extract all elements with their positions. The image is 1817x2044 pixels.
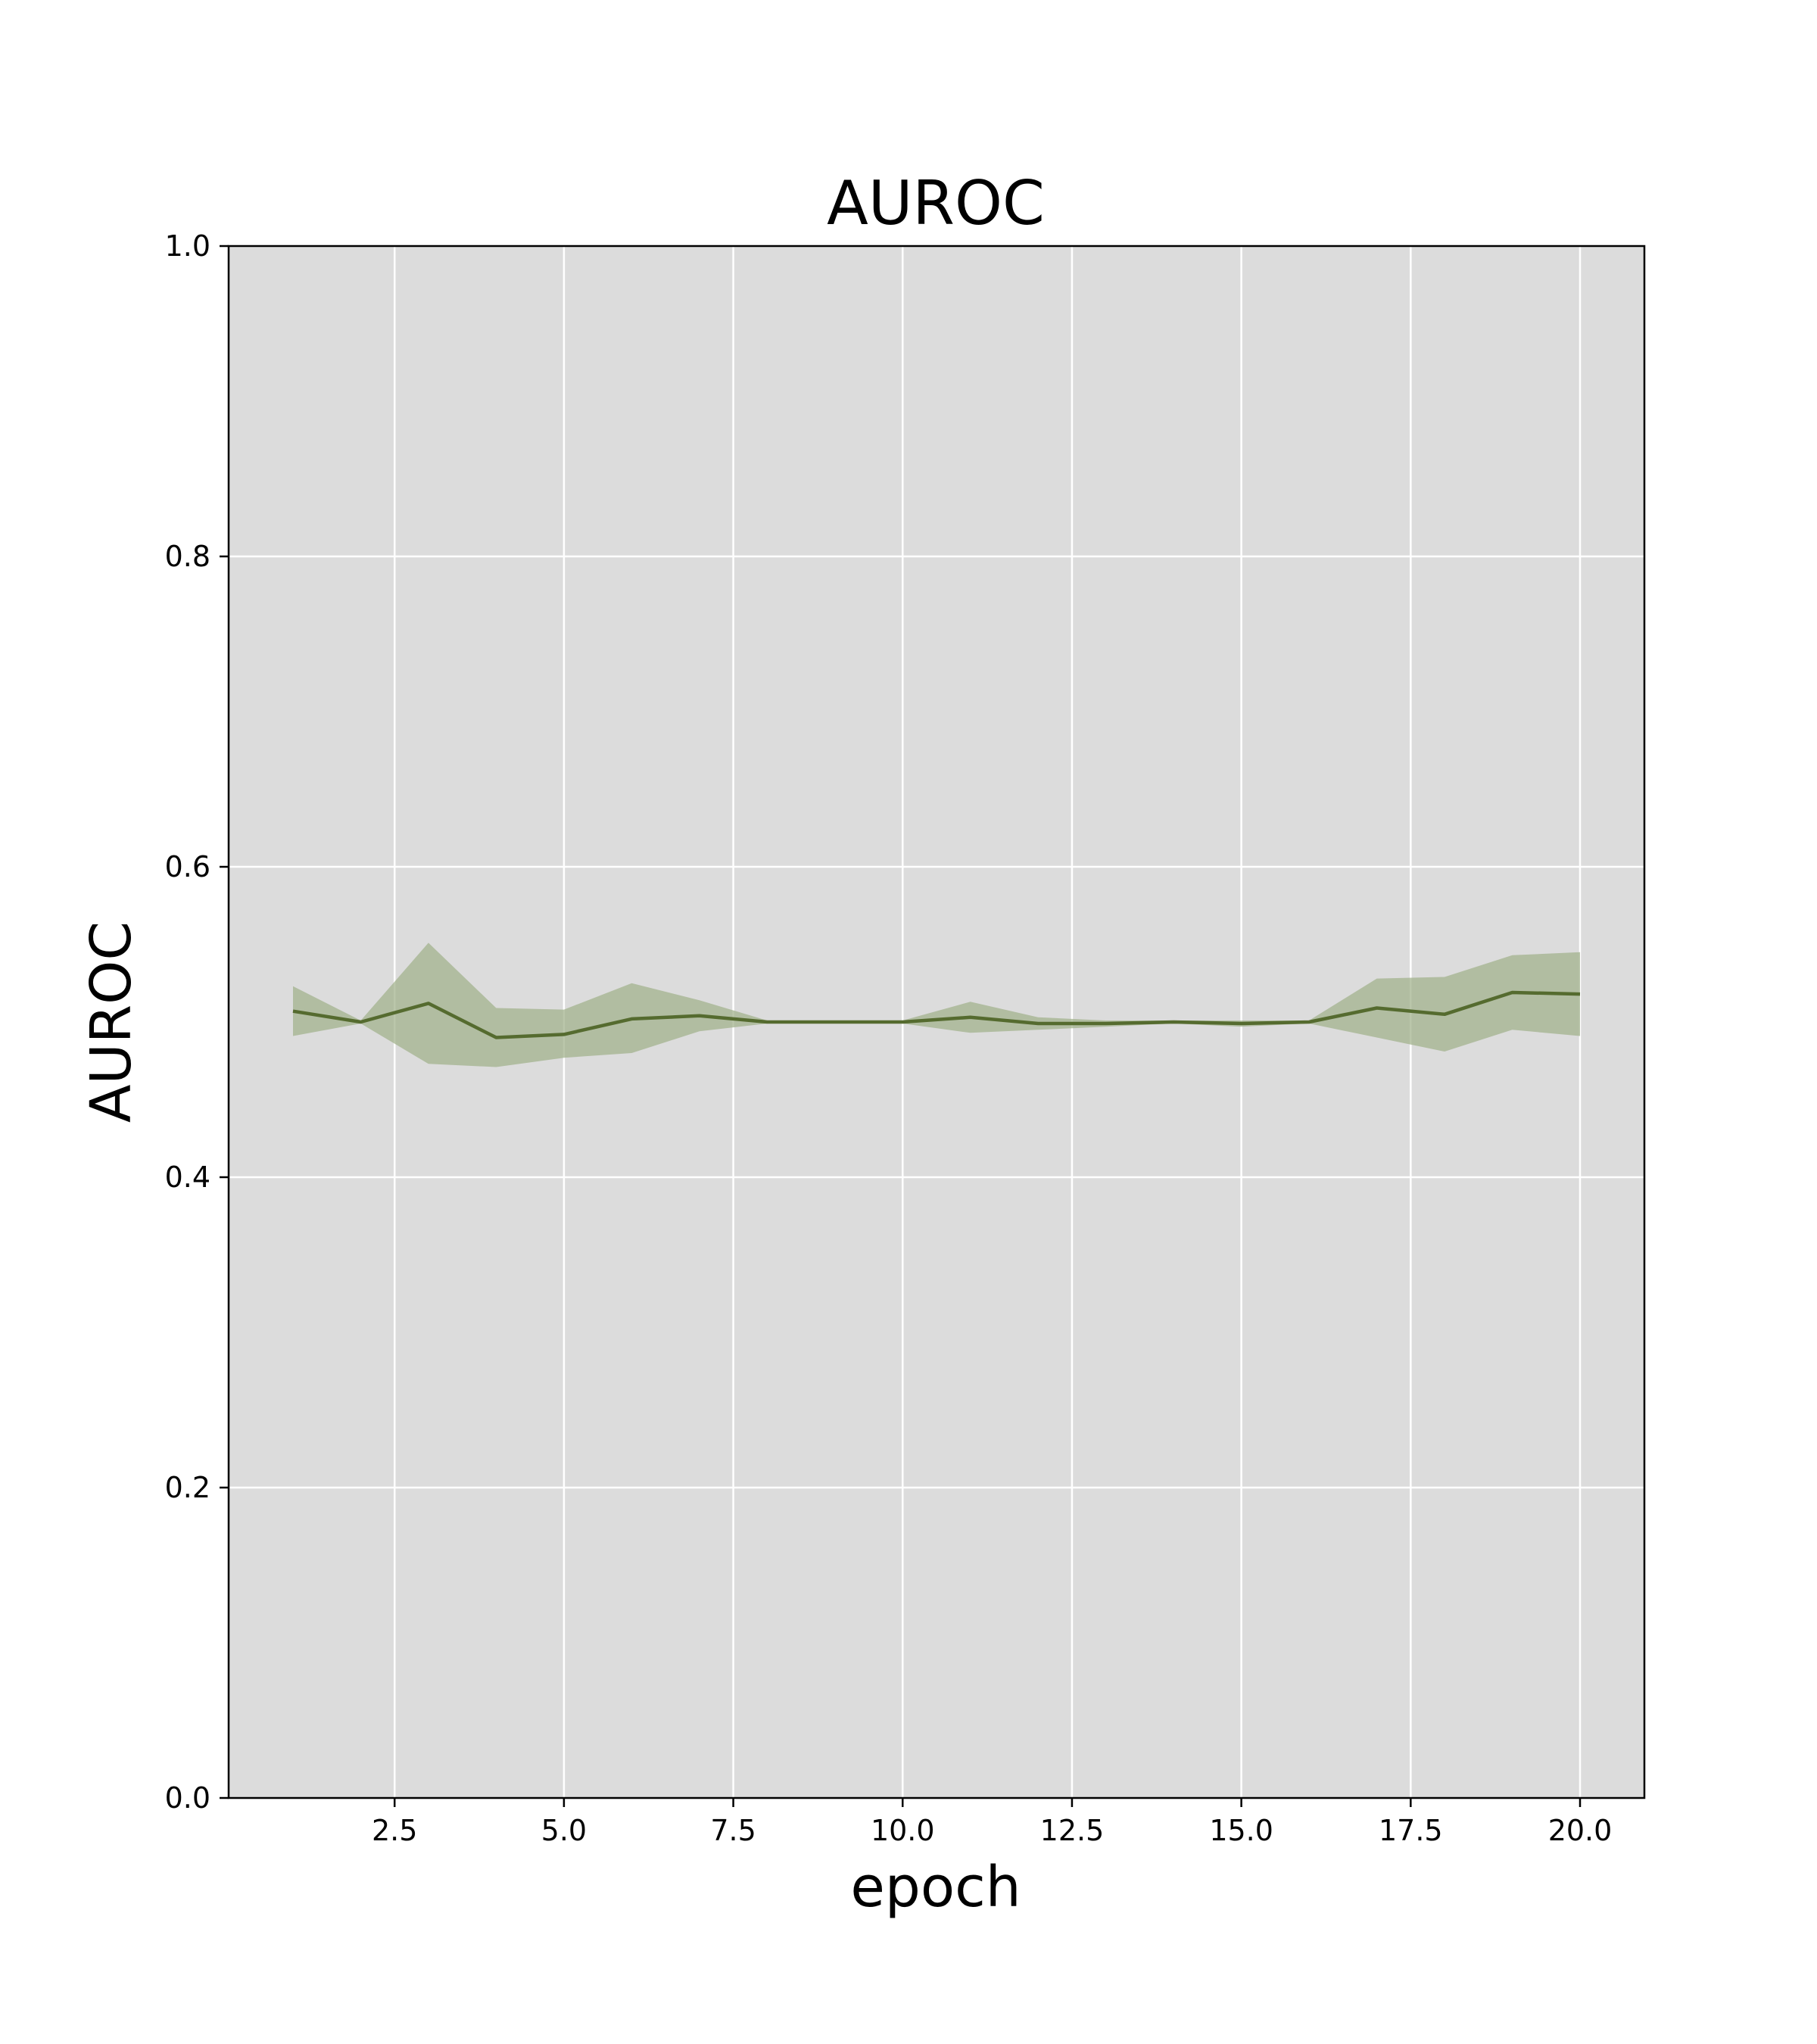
x-tick-label: 12.5 [1040, 1814, 1105, 1847]
y-tick-label: 1.0 [165, 229, 210, 263]
x-tick-label: 5.0 [541, 1814, 587, 1847]
plot-frame [227, 245, 1646, 1799]
y-tick-label: 0.8 [165, 540, 210, 573]
x-tick-label: 2.5 [372, 1814, 417, 1847]
y-axis-label: AUROC [79, 921, 144, 1123]
x-axis-ticks: 2.5 5.0 7.5 10.0 12.5 15.0 17.5 20.0 [372, 1798, 1612, 1847]
y-tick-label: 0.6 [165, 850, 210, 883]
x-tick-label: 10.0 [871, 1814, 935, 1847]
y-tick-label: 0.2 [165, 1471, 210, 1504]
y-tick-label: 0.0 [165, 1781, 210, 1815]
x-tick-label: 17.5 [1379, 1814, 1443, 1847]
x-tick-label: 15.0 [1209, 1814, 1273, 1847]
x-tick-label: 20.0 [1548, 1814, 1613, 1847]
x-axis-label: epoch [850, 1855, 1021, 1920]
y-tick-label: 0.4 [165, 1161, 210, 1194]
series-line-auroc [292, 990, 1581, 1039]
confidence-band [293, 943, 1580, 1067]
x-tick-label: 7.5 [710, 1814, 756, 1847]
chart-title: AUROC [827, 168, 1045, 238]
y-axis-ticks: 0.0 0.2 0.4 0.6 0.8 1.0 [165, 229, 229, 1815]
